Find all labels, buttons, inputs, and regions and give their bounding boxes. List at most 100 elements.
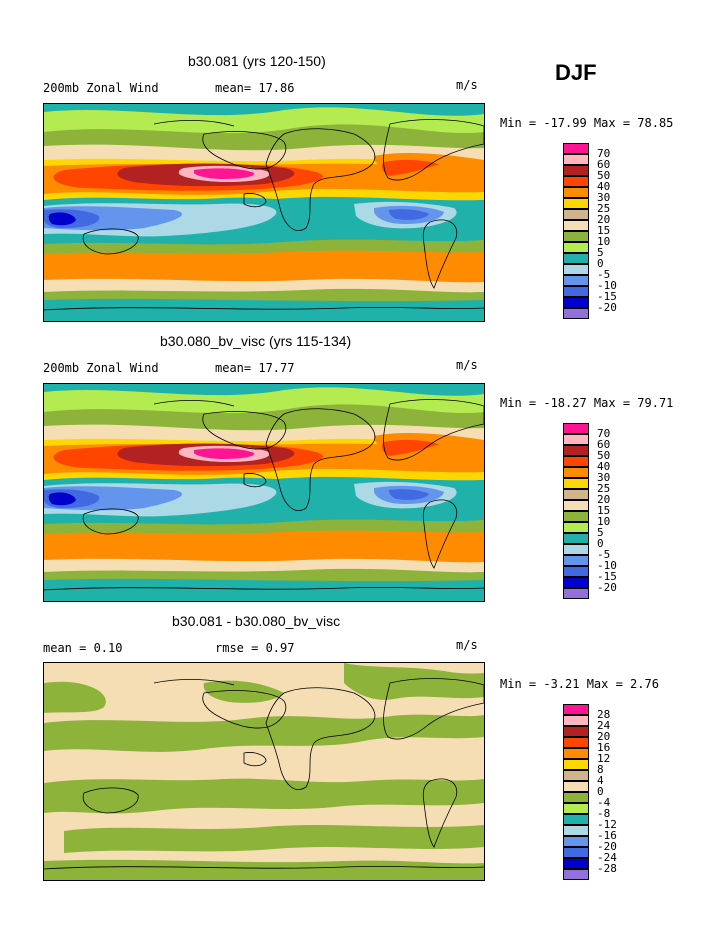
panel-1-map-svg: [44, 104, 484, 321]
colorbar-swatch: [563, 423, 589, 434]
colorbar-label: 12: [597, 752, 611, 765]
panel-2-minmax: Min = -18.27 Max = 79.71: [500, 396, 674, 410]
colorbar-label: 15: [597, 224, 611, 237]
panel-1-units: m/s: [456, 78, 478, 92]
colorbar-swatch: [563, 814, 589, 825]
colorbar-label: 0: [597, 537, 604, 550]
panel-3-mean-label: mean = 0.10: [43, 641, 123, 655]
colorbar-label: 60: [597, 158, 611, 171]
colorbar-label: 70: [597, 427, 611, 440]
colorbar-swatch: [563, 275, 589, 286]
colorbar-swatch: [563, 198, 589, 209]
colorbar-swatch: [563, 825, 589, 836]
panel-1-mean-label: mean= 17.86: [215, 81, 295, 95]
colorbar-swatch: [563, 792, 589, 803]
colorbar-label: -10: [597, 559, 617, 572]
panel-3-map-svg: [44, 663, 484, 880]
colorbar-swatch: [563, 577, 589, 588]
colorbar-label: -24: [597, 851, 617, 864]
colorbar-label: 20: [597, 730, 611, 743]
colorbar-swatch: [563, 253, 589, 264]
colorbar-label: 24: [597, 719, 611, 732]
colorbar-label: 20: [597, 213, 611, 226]
colorbar-label: 25: [597, 202, 611, 215]
colorbar-swatch: [563, 748, 589, 759]
panel-1-minmax: Min = -17.99 Max = 78.85: [500, 116, 674, 130]
colorbar-label: 50: [597, 169, 611, 182]
colorbar-swatch: [563, 220, 589, 231]
colorbar-swatch: [563, 715, 589, 726]
colorbar-swatch: [563, 434, 589, 445]
colorbar-swatch: [563, 555, 589, 566]
colorbar-label: 70: [597, 147, 611, 160]
colorbar-label: 0: [597, 257, 604, 270]
colorbar-swatch: [563, 187, 589, 198]
colorbar-label: 28: [597, 708, 611, 721]
colorbar-swatch: [563, 286, 589, 297]
colorbar-label: -28: [597, 862, 617, 875]
colorbar-swatch: [563, 533, 589, 544]
panel-2-mean-label: mean= 17.77: [215, 361, 295, 375]
colorbar-swatch: [563, 478, 589, 489]
colorbar-swatch: [563, 522, 589, 533]
colorbar-label: -8: [597, 807, 611, 820]
colorbar-label: 15: [597, 504, 611, 517]
colorbar-swatch: [563, 209, 589, 220]
colorbar-label: -12: [597, 818, 617, 831]
colorbar-swatch: [563, 264, 589, 275]
colorbar-swatch: [563, 143, 589, 154]
panel-3-title: b30.081 - b30.080_bv_visc: [172, 613, 341, 629]
colorbar-swatch: [563, 803, 589, 814]
colorbar-swatch: [563, 231, 589, 242]
colorbar-label: 4: [597, 774, 604, 787]
colorbar-label: 10: [597, 515, 611, 528]
colorbar-label: 16: [597, 741, 611, 754]
colorbar-label: -16: [597, 829, 617, 842]
colorbar-swatch: [563, 242, 589, 253]
colorbar-swatch: [563, 847, 589, 858]
colorbar-swatch: [563, 781, 589, 792]
panel-2-field-label: 200mb Zonal Wind: [43, 361, 159, 375]
panel-2-map-svg: [44, 384, 484, 601]
panel-3-units: m/s: [456, 638, 478, 652]
colorbar-swatch: [563, 467, 589, 478]
colorbar-label: 8: [597, 763, 604, 776]
colorbar-label: 50: [597, 449, 611, 462]
colorbar-label: 60: [597, 438, 611, 451]
colorbar-swatch: [563, 726, 589, 737]
panel-2-map: [43, 383, 485, 602]
colorbar-swatch: [563, 154, 589, 165]
colorbar-label: -15: [597, 290, 617, 303]
colorbar-label: -5: [597, 268, 611, 281]
colorbar-label: 0: [597, 785, 604, 798]
colorbar-swatch: [563, 500, 589, 511]
panel-3-rmse-label: rmse = 0.97: [215, 641, 295, 655]
panel-1-title: b30.081 (yrs 120-150): [188, 53, 326, 69]
colorbar-swatch: [563, 297, 589, 308]
colorbar-swatch: [563, 704, 589, 715]
colorbar-label: 5: [597, 246, 604, 259]
colorbar-swatch: [563, 308, 589, 319]
colorbar-label: 10: [597, 235, 611, 248]
colorbar-label: -20: [597, 840, 617, 853]
colorbar-swatch: [563, 869, 589, 880]
colorbar-label: -15: [597, 570, 617, 583]
colorbar-swatch: [563, 544, 589, 555]
colorbar-swatch: [563, 445, 589, 456]
colorbar-swatch: [563, 588, 589, 599]
colorbar-swatch: [563, 566, 589, 577]
colorbar-swatch: [563, 858, 589, 869]
panel-2-units: m/s: [456, 358, 478, 372]
colorbar-label: 20: [597, 493, 611, 506]
colorbar-label: -20: [597, 301, 617, 314]
colorbar-swatch: [563, 511, 589, 522]
colorbar-swatch: [563, 165, 589, 176]
colorbar-label: 25: [597, 482, 611, 495]
colorbar-label: 40: [597, 460, 611, 473]
colorbar-swatch: [563, 489, 589, 500]
panel-3-minmax: Min = -3.21 Max = 2.76: [500, 677, 659, 691]
colorbar-swatch: [563, 759, 589, 770]
colorbar-label: 30: [597, 191, 611, 204]
colorbar-swatch: [563, 737, 589, 748]
colorbar-label: 30: [597, 471, 611, 484]
